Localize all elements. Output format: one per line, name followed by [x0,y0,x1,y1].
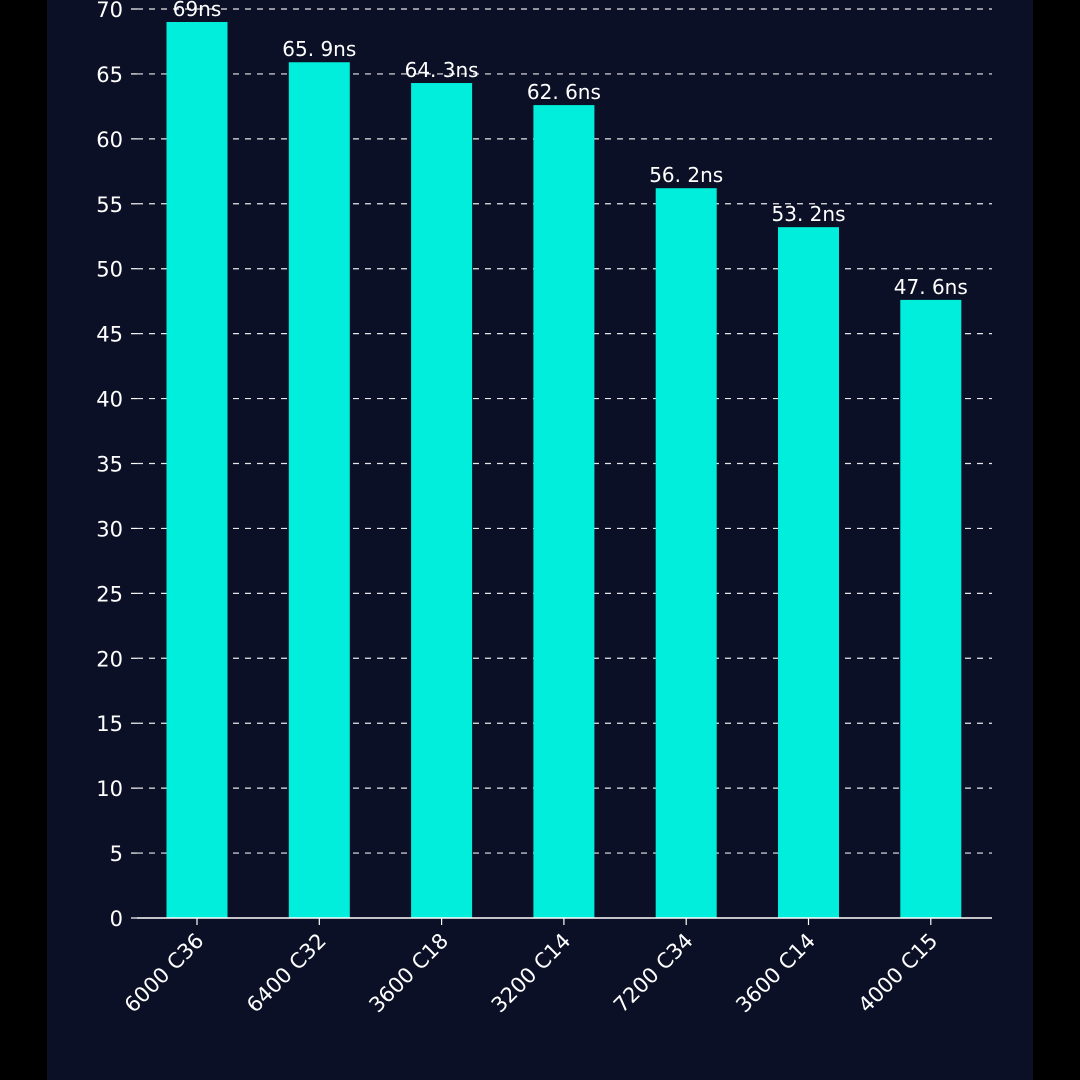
bar-chart: 0 5 10 15 20 25 30 35 40 45 50 55 60 65 70 69ns 6000 C36… [96,0,992,1018]
bars-layer [166,21,962,919]
y-tick-label-70: 70 [96,0,123,22]
data-label-5: 56. 2ns [649,163,723,187]
x-tick-label-6: 3600 C14 [731,929,820,1018]
y-tick-label-30: 30 [96,517,123,541]
data-label-7: 47. 6ns [894,275,968,299]
data-label-4: 62. 6ns [527,80,601,104]
y-tick-label-35: 35 [96,453,123,477]
x-tick-label-5: 7200 C34 [609,929,698,1018]
y-tick-label-10: 10 [96,777,123,801]
data-label-3: 64. 3ns [405,58,479,82]
y-tick-label-0: 0 [110,907,123,931]
y-tick-label-40: 40 [96,388,123,412]
y-tick-label-5: 5 [110,842,123,866]
data-label-2: 65. 9ns [282,37,356,61]
y-tick-label-65: 65 [96,63,123,87]
bar-5 [655,188,717,918]
chart-panel: 0 5 10 15 20 25 30 35 40 45 50 55 60 65 70 69ns 6000 C36… [47,0,1033,1080]
bar-4 [533,105,595,918]
y-tick-label-50: 50 [96,258,123,282]
y-tick-label-55: 55 [96,193,123,217]
x-tick-label-7: 4000 C15 [854,929,943,1018]
axis-layer [131,8,992,925]
x-tick-label-4: 3200 C14 [487,929,576,1018]
y-tick-label-20: 20 [96,647,123,671]
data-label-1: 69ns [173,0,222,21]
y-tick-label-25: 25 [96,582,123,606]
x-tick-label-1: 6000 C36 [120,929,209,1018]
x-tick-label-2: 6400 C32 [242,929,331,1018]
bar-2 [288,62,350,918]
y-tick-label-45: 45 [96,323,123,347]
x-tick-label-3: 3600 C18 [364,929,453,1018]
bar-3 [411,83,473,919]
grid-layer [137,8,992,854]
data-label-6: 53. 2ns [772,202,846,226]
y-tick-label-60: 60 [96,128,123,152]
bar-1 [166,21,228,918]
bar-6 [778,227,839,918]
y-tick-label-15: 15 [96,712,123,736]
bar-7 [900,299,962,918]
